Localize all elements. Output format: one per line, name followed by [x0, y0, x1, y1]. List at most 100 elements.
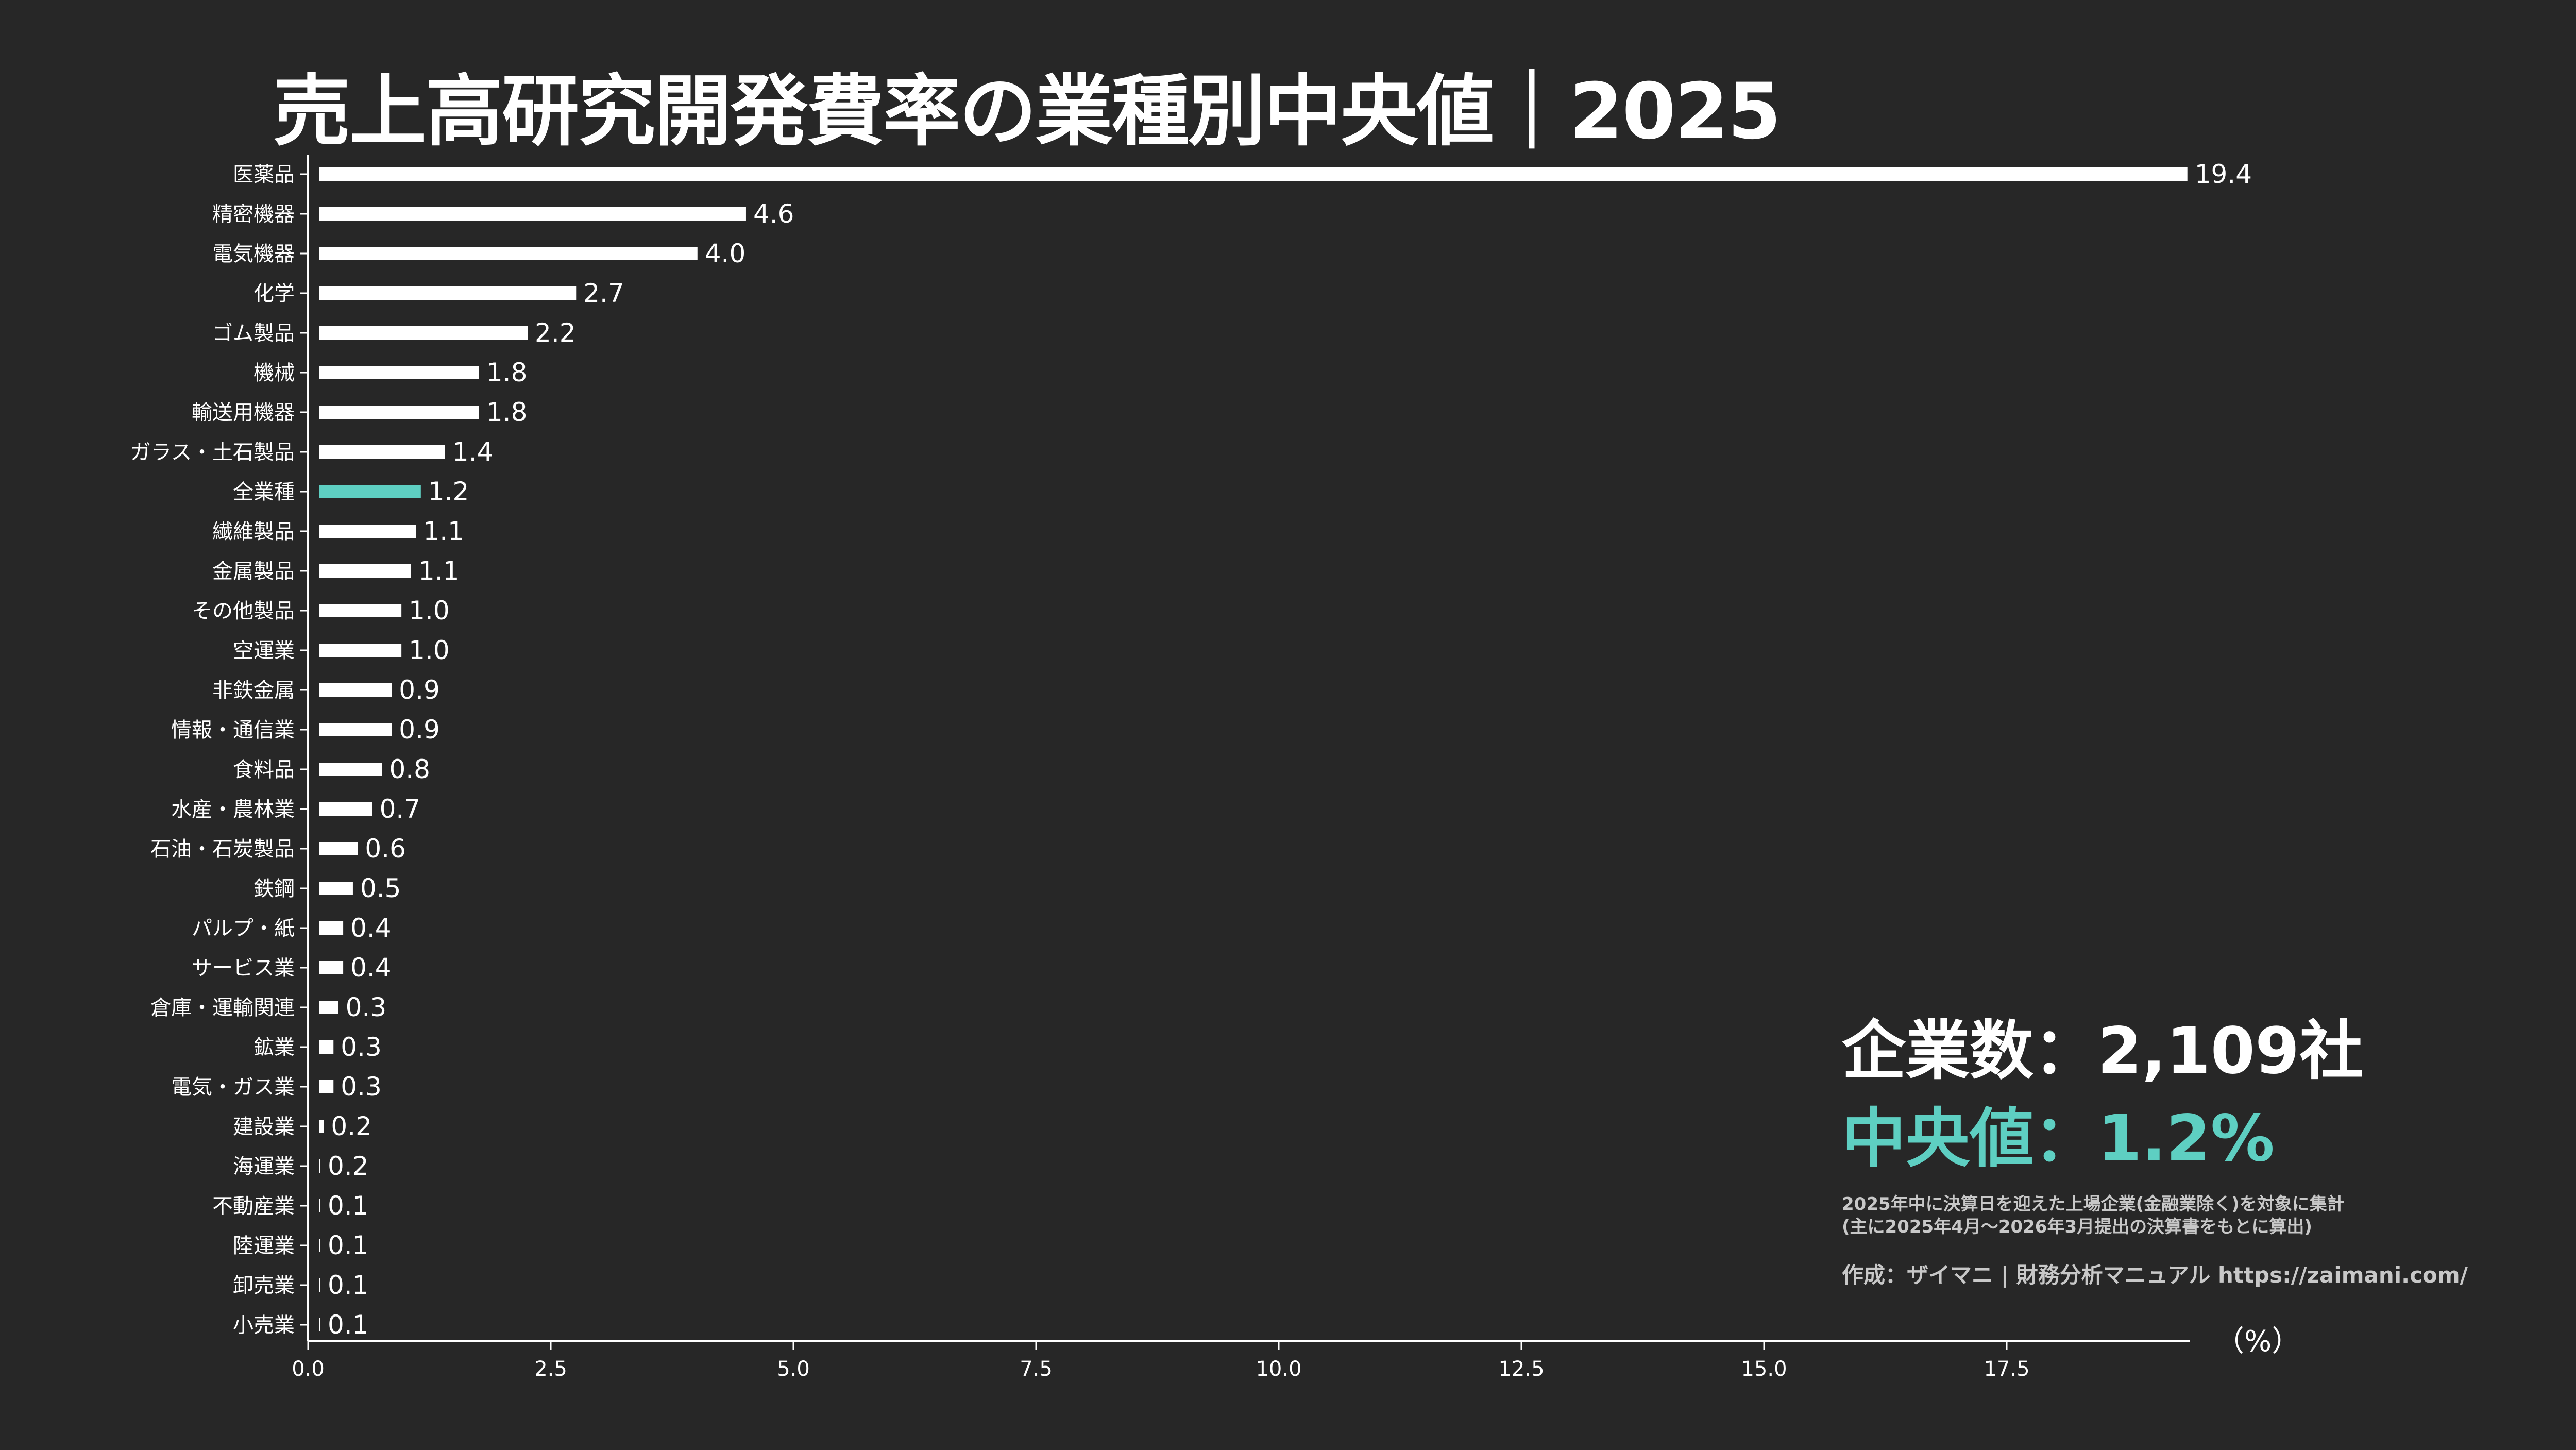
bar [319, 723, 392, 736]
category-label: 輸送用機器 [192, 401, 295, 425]
bar [319, 207, 746, 221]
bar [319, 842, 358, 855]
bar [319, 564, 411, 578]
category-label: 建設業 [233, 1115, 295, 1139]
value-label: 1.4 [452, 437, 494, 467]
value-label: 1.1 [418, 556, 460, 586]
bar [319, 1040, 334, 1054]
category-label: 情報・通信業 [171, 718, 295, 742]
x-tick-label: 5.0 [777, 1357, 810, 1381]
bar [319, 1199, 320, 1212]
x-tick-label: 10.0 [1256, 1357, 1301, 1381]
bar [319, 1318, 320, 1331]
value-label: 4.6 [753, 199, 794, 229]
bar [319, 366, 479, 379]
bar [319, 1001, 338, 1014]
category-label: 機械 [253, 361, 295, 385]
value-label: 0.4 [350, 953, 392, 983]
bar [319, 326, 528, 340]
unit-label: （%） [2215, 1325, 2300, 1358]
value-label: 0.3 [341, 1072, 382, 1102]
x-tick-label: 15.0 [1741, 1357, 1787, 1381]
x-tick-label: 2.5 [534, 1357, 567, 1381]
value-label: 0.3 [346, 992, 387, 1022]
value-label: 1.2 [428, 477, 469, 507]
x-tick-label: 12.5 [1498, 1357, 1544, 1381]
note-line: (主に2025年4月〜2026年3月提出の決算書をもとに算出) [1842, 1217, 2312, 1237]
category-label: サービス業 [192, 956, 295, 980]
category-label: 水産・農林業 [171, 798, 295, 821]
bar [319, 247, 698, 260]
value-label: 0.9 [399, 715, 440, 745]
bar [319, 167, 2188, 181]
value-label: 1.0 [409, 596, 450, 626]
category-label: 海運業 [233, 1155, 295, 1178]
value-label: 0.1 [328, 1310, 369, 1340]
value-label: 0.2 [331, 1111, 372, 1141]
value-label: 0.8 [389, 754, 430, 784]
category-label: 小売業 [233, 1313, 295, 1337]
category-label: 鉄鋼 [253, 877, 295, 901]
category-label: 石油・石炭製品 [150, 837, 295, 861]
category-label: 医薬品 [233, 163, 295, 187]
category-label: 非鉄金属 [212, 679, 295, 702]
bar [319, 1278, 320, 1292]
value-label: 0.3 [341, 1032, 382, 1062]
category-label: 陸運業 [233, 1234, 295, 1258]
bar [319, 1080, 334, 1093]
credit-text: 作成：ザイマニ | 財務分析マニュアル https://zaimani.com/ [1842, 1262, 2468, 1288]
value-label: 19.4 [2195, 159, 2252, 189]
category-label: 繊維製品 [212, 520, 295, 544]
bar [319, 406, 479, 419]
summary-panel: 企業数：2,109社 中央値：1.2% 2025年中に決算日を迎えた上場企業(金… [1842, 1007, 2468, 1289]
category-label: パルプ・紙 [192, 917, 295, 940]
bar [319, 1239, 320, 1252]
bar [319, 445, 445, 459]
bar [319, 1120, 324, 1133]
bar [319, 683, 392, 697]
category-label: 鉱業 [253, 1036, 295, 1059]
x-tick-label: 0.0 [292, 1357, 325, 1381]
category-label: 化学 [253, 282, 295, 306]
bar [319, 525, 416, 538]
value-label: 2.2 [535, 318, 576, 348]
category-label: ガラス・土石製品 [130, 441, 295, 464]
bar [319, 882, 353, 895]
value-label: 2.7 [583, 278, 624, 308]
category-label: 空運業 [233, 639, 295, 663]
bar [319, 286, 577, 300]
chart-title: 売上高研究開発費率の業種別中央値｜2025 [273, 67, 1781, 157]
bar [319, 921, 344, 935]
bar [319, 802, 372, 816]
category-label: 電気・ガス業 [171, 1075, 295, 1099]
bar [319, 604, 402, 617]
category-label: 精密機器 [212, 203, 295, 226]
company-count: 企業数：2,109社 [1842, 1014, 2364, 1088]
notes: 2025年中に決算日を迎えた上場企業(金融業除く)を対象に集計 (主に2025年… [1842, 1193, 2468, 1238]
category-label: 卸売業 [233, 1274, 295, 1297]
median-value: 中央値：1.2% [1842, 1102, 2275, 1176]
value-label: 0.9 [399, 675, 440, 705]
category-label: その他製品 [192, 599, 295, 623]
value-label: 0.6 [365, 834, 406, 864]
note-line: 2025年中に決算日を迎えた上場企業(金融業除く)を対象に集計 [1842, 1194, 2345, 1215]
x-tick-label: 17.5 [1984, 1357, 2029, 1381]
bar [319, 1159, 320, 1173]
bar [319, 763, 382, 776]
category-label: ゴム製品 [212, 322, 295, 345]
value-label: 1.8 [486, 397, 528, 427]
value-label: 0.2 [328, 1151, 369, 1181]
value-label: 1.0 [409, 635, 450, 665]
value-label: 0.1 [328, 1191, 369, 1221]
value-label: 0.5 [360, 873, 401, 903]
value-label: 1.8 [486, 358, 528, 387]
value-label: 4.0 [705, 239, 746, 268]
bar [319, 961, 344, 974]
value-label: 0.4 [350, 913, 392, 943]
value-label: 0.1 [328, 1230, 369, 1260]
category-label: 不動産業 [212, 1194, 295, 1218]
x-tick-label: 7.5 [1020, 1357, 1053, 1381]
category-label: 金属製品 [212, 560, 295, 583]
bar [319, 644, 402, 657]
